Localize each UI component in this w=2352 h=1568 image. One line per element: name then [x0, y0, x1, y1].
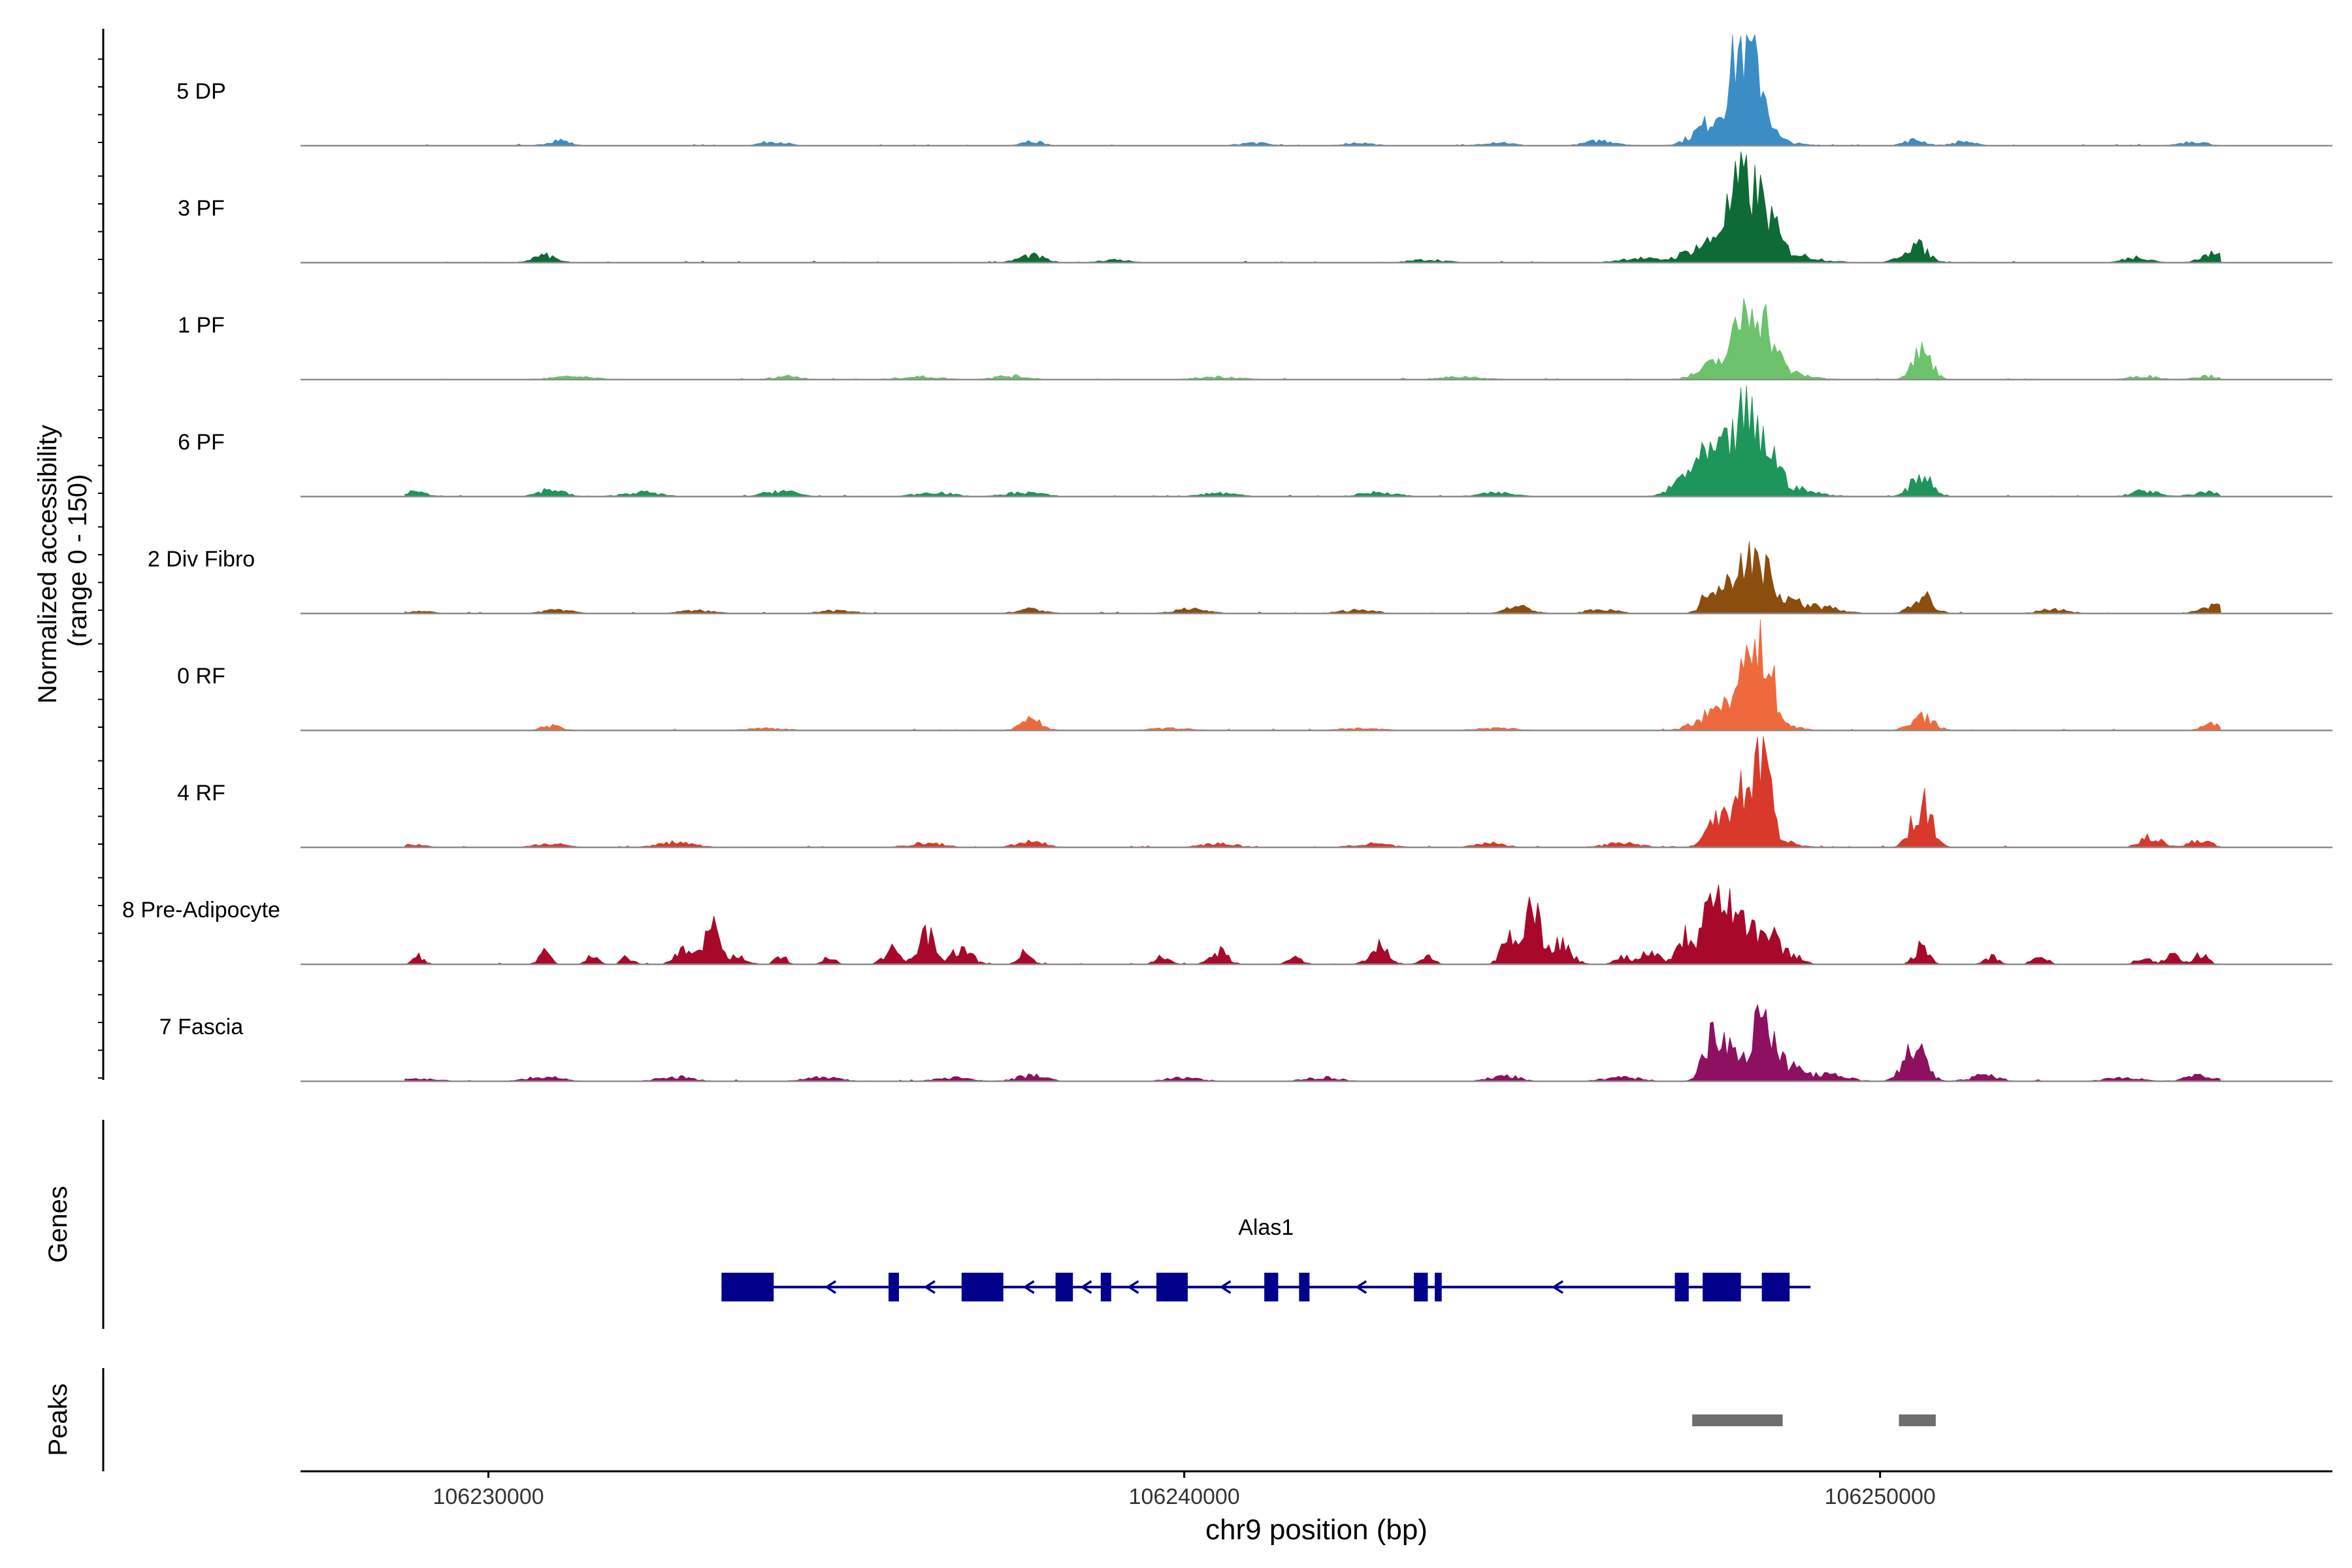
gene-track: Alas1: [721, 1215, 1811, 1301]
track-7-fascia: 7 Fascia: [159, 1004, 2332, 1083]
exon: [1156, 1273, 1188, 1301]
exon: [1264, 1273, 1279, 1301]
exon: [1100, 1273, 1111, 1301]
strand-arrow: [1080, 1280, 1092, 1294]
coverage-area: [404, 385, 2222, 497]
track-4-rf: 4 RF: [177, 736, 2332, 849]
track-3-pf: 3 PF: [178, 151, 2332, 264]
coverage-area: [404, 34, 2221, 146]
track-label: 1 PF: [178, 313, 225, 338]
exon: [1055, 1273, 1073, 1301]
peaks-panel-label: Peaks: [44, 1383, 73, 1456]
exon: [888, 1273, 899, 1301]
x-tick-label: 106250000: [1825, 1484, 1936, 1509]
coverage-y-axis-ticks: [98, 58, 103, 1079]
coverage-area: [404, 884, 2221, 965]
track-label: 4 RF: [177, 781, 225, 806]
exon: [721, 1273, 774, 1301]
track-2-div-fibro: 2 Div Fibro: [148, 541, 2332, 615]
track-label: 0 RF: [177, 664, 225, 689]
peak-regions: [1692, 1414, 1936, 1426]
track-label: 3 PF: [178, 196, 225, 221]
peak-region: [1899, 1414, 1936, 1426]
exon: [1674, 1273, 1689, 1301]
track-label: 2 Div Fibro: [148, 547, 255, 572]
coverage-area: [404, 1004, 2222, 1082]
x-tick-label: 106230000: [433, 1484, 544, 1509]
track-label: 5 DP: [176, 79, 226, 104]
peak-region: [1692, 1414, 1783, 1426]
coverage-y-axis-title: Normalized accessibility (range 0 - 150): [33, 417, 92, 704]
strand-arrow: [1551, 1280, 1564, 1294]
exon: [1414, 1273, 1428, 1301]
coverage-area: [404, 541, 2222, 614]
x-axis-ticks: 106230000 106240000 106250000: [433, 1471, 1936, 1509]
exon: [1435, 1273, 1442, 1301]
track-label: 6 PF: [178, 430, 225, 455]
exon: [1703, 1273, 1741, 1301]
exon: [1761, 1273, 1790, 1301]
track-8-pre-adipocyte: 8 Pre-Adipocyte: [122, 884, 2332, 966]
exon: [1299, 1273, 1310, 1301]
track-0-rf: 0 RF: [177, 619, 2332, 732]
strand-arrow: [923, 1280, 936, 1294]
track-6-pf: 6 PF: [178, 385, 2332, 498]
track-5-dp: 5 DP: [176, 34, 2332, 147]
x-tick-label: 106240000: [1129, 1484, 1240, 1509]
exon: [961, 1273, 1004, 1301]
coverage-area: [404, 151, 2222, 263]
coverage-area: [404, 298, 2222, 380]
track-label: 8 Pre-Adipocyte: [122, 898, 280, 923]
coverage-area: [404, 736, 2222, 848]
x-axis-title: chr9 position (bp): [1205, 1514, 1428, 1546]
strand-arrow: [1354, 1280, 1367, 1294]
coverage-tracks: 5 DP 3 PF 1 PF 6 PF 2 Div Fibro 0 RF 4 RF 8 Pre…: [122, 34, 2332, 1083]
coverage-y-axis-title-line-2: (range 0 - 150): [63, 474, 92, 647]
track-1-pf: 1 PF: [178, 298, 2332, 381]
track-label: 7 Fascia: [159, 1015, 244, 1039]
genes-panel-label: Genes: [44, 1186, 73, 1263]
strand-arrow: [824, 1280, 837, 1294]
strand-arrow: [1219, 1280, 1232, 1294]
coverage-y-axis-title-line-1: Normalized accessibility: [33, 425, 62, 704]
strand-arrow: [1127, 1280, 1139, 1294]
strand-arrow: [1022, 1280, 1035, 1294]
coverage-area: [404, 619, 2222, 731]
gene-name: Alas1: [1238, 1215, 1294, 1240]
